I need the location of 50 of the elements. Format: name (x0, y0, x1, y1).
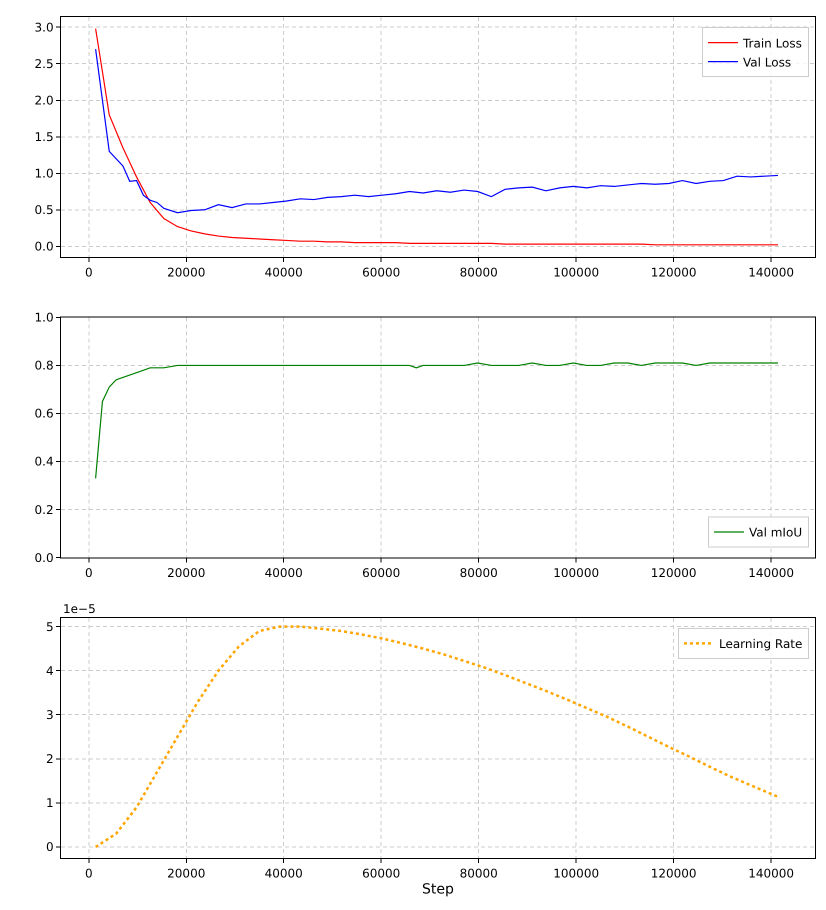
x-tick-label: 120000 (650, 866, 697, 880)
legend-label: Val mIoU (748, 526, 802, 540)
y-tick-label: 3 (46, 708, 54, 722)
y-tick-label: 1.0 (34, 166, 54, 180)
x-tick-label: 120000 (650, 566, 697, 580)
y-tick-label: 4 (46, 664, 54, 678)
x-tick-label: 100000 (553, 566, 600, 580)
x-tick-label: 140000 (748, 266, 794, 280)
y-tick-label: 0.4 (34, 454, 54, 469)
x-axis-title: Step (422, 882, 454, 898)
x-tick-label: 40000 (264, 866, 303, 880)
x-tick-label: 60000 (362, 566, 400, 580)
x-tick-label: 20000 (167, 566, 206, 580)
x-tick-label: 80000 (460, 566, 498, 580)
x-tick-label: 120000 (650, 266, 697, 280)
x-tick-label: 140000 (748, 866, 794, 880)
y-tick-label: 0.5 (34, 202, 54, 217)
y-tick-label: 2.0 (34, 93, 54, 108)
y-tick-label: 0.6 (34, 406, 54, 421)
y-tick-label: 5 (46, 620, 54, 634)
y-tick-label: 0.0 (34, 239, 54, 254)
y-tick-label: 1.0 (34, 310, 54, 325)
x-tick-label: 100000 (553, 866, 600, 880)
x-tick-label: 0 (84, 266, 93, 280)
x-tick-label: 20000 (167, 266, 206, 280)
legend-label: Val Loss (742, 55, 792, 70)
y-tick-label: 0.2 (34, 502, 54, 517)
x-tick-label: 80000 (460, 866, 498, 880)
legend-label: Train Loss (742, 36, 802, 50)
x-tick-label: 40000 (264, 266, 303, 280)
y-tick-label: 0.0 (34, 550, 54, 565)
x-tick-label: 20000 (167, 866, 206, 880)
x-tick-label: 0 (84, 866, 93, 880)
x-tick-label: 60000 (362, 866, 400, 880)
y-tick-label: 2 (46, 752, 54, 766)
y-tick-label: 2.5 (34, 56, 54, 71)
y-tick-label: 1 (46, 796, 54, 810)
y-tick-label: 3.0 (34, 20, 54, 34)
y-tick-label: 1.5 (34, 130, 54, 144)
x-tick-label: 100000 (553, 266, 600, 280)
x-tick-label: 40000 (264, 566, 303, 580)
y-tick-label: 0 (46, 840, 54, 854)
x-tick-label: 140000 (748, 566, 794, 580)
y-tick-label: 0.8 (34, 358, 54, 373)
x-tick-label: 0 (84, 566, 93, 580)
x-tick-label: 80000 (460, 266, 498, 280)
line-series (95, 362, 779, 479)
x-tick-label: 60000 (362, 266, 400, 280)
legend-label: Learning Rate (718, 637, 802, 652)
text: 1e−5 (63, 602, 96, 616)
